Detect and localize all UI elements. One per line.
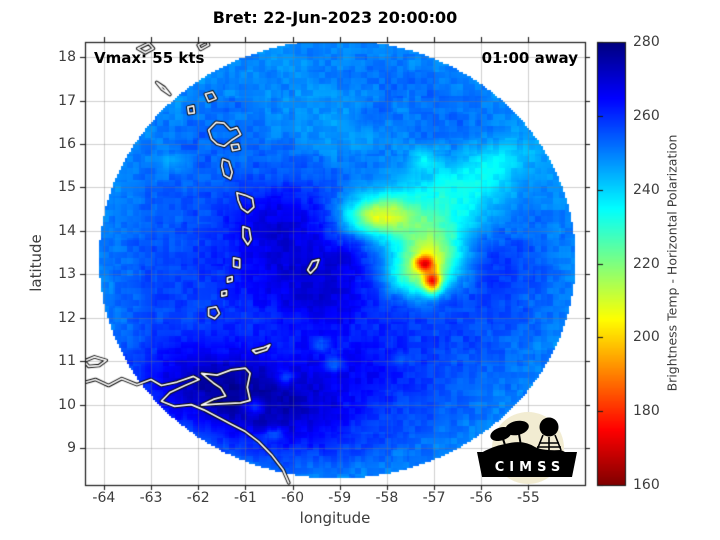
- y-tick-label: 15: [58, 179, 76, 196]
- y-tick-label: 14: [58, 222, 76, 239]
- x-tick-label: -57: [422, 490, 446, 506]
- colorbar-tick-label: 200: [633, 329, 660, 346]
- colorbar-tick-label: 240: [633, 181, 660, 198]
- logo-text: CIMSS: [495, 460, 565, 475]
- water-tower-tank-icon: [539, 417, 559, 437]
- x-tick-label: -56: [469, 490, 493, 506]
- x-tick-label: -63: [139, 490, 163, 506]
- x-axis-label: longitude: [299, 509, 371, 527]
- colorbar-tick-label: 280: [633, 34, 660, 50]
- vmax-annotation: Vmax: 55 kts: [94, 49, 205, 67]
- y-tick-label: 16: [58, 136, 76, 153]
- y-tick-label: 18: [58, 49, 76, 66]
- x-tick-label: -64: [92, 490, 116, 506]
- colorbar-tick-label: 180: [633, 403, 660, 420]
- x-tick-label: -61: [233, 490, 257, 506]
- y-tick-label: 9: [67, 440, 76, 457]
- x-tick-label: -58: [375, 490, 399, 506]
- colorbar-tick-label: 260: [633, 107, 660, 124]
- colorbar-tick-label: 220: [633, 255, 660, 272]
- eta-annotation: 01:00 away: [481, 49, 578, 67]
- cimss-logo: CIMSS: [477, 412, 577, 484]
- y-tick-label: 10: [58, 396, 76, 413]
- y-tick-label: 17: [58, 92, 76, 109]
- y-tick-label: 11: [58, 353, 76, 370]
- y-tick-label: 12: [58, 309, 76, 326]
- plot-title: Bret: 22-Jun-2023 20:00:00: [212, 8, 458, 27]
- y-tick-label: 13: [58, 266, 76, 283]
- colorbar-label: Brightness Temp - Horizontal Polarizatio…: [664, 134, 680, 392]
- water-tower-legs-icon: [536, 434, 562, 451]
- x-tick-label: -62: [186, 490, 210, 506]
- x-tick-label: -59: [328, 490, 352, 506]
- logo-banner: [477, 452, 577, 477]
- observatory-dome-icon: [505, 420, 529, 436]
- colorbar-tick-label: 160: [633, 477, 660, 493]
- x-tick-label: -55: [516, 490, 540, 506]
- y-axis-label: latitude: [27, 234, 45, 292]
- x-tick-label: -60: [281, 490, 304, 506]
